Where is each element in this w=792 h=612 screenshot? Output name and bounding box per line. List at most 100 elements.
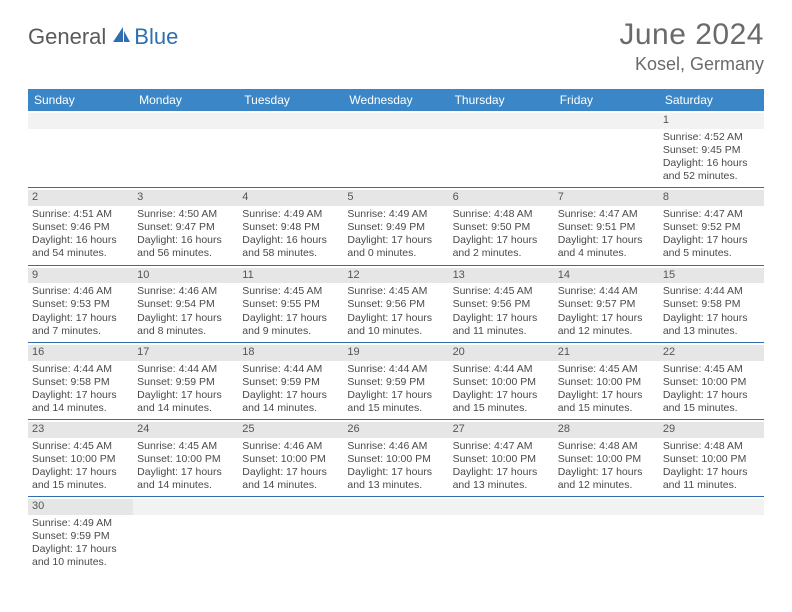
daylight-text: Daylight: 17 hours [347, 312, 444, 325]
sunrise-text: Sunrise: 4:46 AM [347, 440, 444, 453]
calendar-cell-empty [133, 111, 238, 188]
calendar-cell: 5Sunrise: 4:49 AMSunset: 9:49 PMDaylight… [343, 188, 448, 265]
daylight-text: and 13 minutes. [347, 479, 444, 492]
sunset-text: Sunset: 9:59 PM [32, 530, 129, 543]
sunset-text: Sunset: 9:52 PM [663, 221, 760, 234]
brand-logo: General Blue [28, 24, 178, 50]
sunset-text: Sunset: 10:00 PM [32, 453, 129, 466]
day-number [238, 499, 343, 515]
calendar-cell-empty [449, 111, 554, 188]
sunset-text: Sunset: 9:56 PM [347, 298, 444, 311]
daylight-text: and 4 minutes. [558, 247, 655, 260]
daylight-text: and 7 minutes. [32, 325, 129, 338]
sunrise-text: Sunrise: 4:49 AM [32, 517, 129, 530]
day-number: 17 [133, 345, 238, 361]
day-number: 16 [28, 345, 133, 361]
sunset-text: Sunset: 9:51 PM [558, 221, 655, 234]
daylight-text: and 12 minutes. [558, 325, 655, 338]
day-number: 11 [238, 268, 343, 284]
daylight-text: Daylight: 17 hours [453, 466, 550, 479]
calendar-table: SundayMondayTuesdayWednesdayThursdayFrid… [28, 89, 764, 574]
daylight-text: Daylight: 17 hours [347, 466, 444, 479]
weekday-header: Saturday [659, 89, 764, 111]
sunrise-text: Sunrise: 4:46 AM [242, 440, 339, 453]
calendar-week-row: 30Sunrise: 4:49 AMSunset: 9:59 PMDayligh… [28, 497, 764, 574]
sunrise-text: Sunrise: 4:48 AM [558, 440, 655, 453]
calendar-cell-empty [133, 497, 238, 574]
calendar-cell: 9Sunrise: 4:46 AMSunset: 9:53 PMDaylight… [28, 265, 133, 342]
weekday-header: Tuesday [238, 89, 343, 111]
daylight-text: Daylight: 17 hours [558, 234, 655, 247]
sunset-text: Sunset: 9:58 PM [32, 376, 129, 389]
sunrise-text: Sunrise: 4:45 AM [453, 285, 550, 298]
calendar-cell: 2Sunrise: 4:51 AMSunset: 9:46 PMDaylight… [28, 188, 133, 265]
day-number: 30 [28, 499, 133, 515]
calendar-cell: 11Sunrise: 4:45 AMSunset: 9:55 PMDayligh… [238, 265, 343, 342]
day-number: 1 [659, 113, 764, 129]
day-number: 19 [343, 345, 448, 361]
day-number: 20 [449, 345, 554, 361]
calendar-cell-empty [28, 111, 133, 188]
day-number [449, 113, 554, 129]
calendar-cell: 18Sunrise: 4:44 AMSunset: 9:59 PMDayligh… [238, 342, 343, 419]
sunset-text: Sunset: 9:56 PM [453, 298, 550, 311]
daylight-text: Daylight: 17 hours [558, 389, 655, 402]
daylight-text: and 0 minutes. [347, 247, 444, 260]
weekday-header: Monday [133, 89, 238, 111]
calendar-cell: 15Sunrise: 4:44 AMSunset: 9:58 PMDayligh… [659, 265, 764, 342]
daylight-text: Daylight: 17 hours [137, 312, 234, 325]
daylight-text: and 11 minutes. [453, 325, 550, 338]
calendar-cell: 28Sunrise: 4:48 AMSunset: 10:00 PMDaylig… [554, 420, 659, 497]
daylight-text: and 15 minutes. [663, 402, 760, 415]
day-number: 26 [343, 422, 448, 438]
day-number: 9 [28, 268, 133, 284]
daylight-text: and 11 minutes. [663, 479, 760, 492]
calendar-cell-empty [238, 497, 343, 574]
sunset-text: Sunset: 9:59 PM [347, 376, 444, 389]
daylight-text: Daylight: 16 hours [137, 234, 234, 247]
day-number: 6 [449, 190, 554, 206]
sunset-text: Sunset: 9:58 PM [663, 298, 760, 311]
calendar-week-row: 9Sunrise: 4:46 AMSunset: 9:53 PM Daylight… [28, 265, 764, 342]
brand-part2: Blue [134, 24, 178, 50]
daylight-text: Daylight: 17 hours [453, 389, 550, 402]
calendar-cell: 10Sunrise: 4:46 AMSunset: 9:54 PMDayligh… [133, 265, 238, 342]
sunset-text: Sunset: 9:53 PM [32, 298, 129, 311]
calendar-cell: 8Sunrise: 4:47 AMSunset: 9:52 PMDaylight… [659, 188, 764, 265]
calendar-cell-empty [659, 497, 764, 574]
calendar-cell: 13Sunrise: 4:45 AMSunset: 9:56 PMDayligh… [449, 265, 554, 342]
calendar-cell: 14Sunrise: 4:44 AMSunset: 9:57 PMDayligh… [554, 265, 659, 342]
daylight-text: and 15 minutes. [347, 402, 444, 415]
sunset-text: Sunset: 9:50 PM [453, 221, 550, 234]
daylight-text: Daylight: 17 hours [663, 466, 760, 479]
calendar-cell-empty [554, 497, 659, 574]
daylight-text: Daylight: 17 hours [242, 312, 339, 325]
sunset-text: Sunset: 10:00 PM [347, 453, 444, 466]
sunrise-text: Sunrise: 4:46 AM [32, 285, 129, 298]
sunrise-text: Sunrise: 4:48 AM [663, 440, 760, 453]
sunrise-text: Sunrise: 4:45 AM [347, 285, 444, 298]
day-number: 15 [659, 268, 764, 284]
sunrise-text: Sunrise: 4:45 AM [32, 440, 129, 453]
sunset-text: Sunset: 10:00 PM [558, 453, 655, 466]
calendar-cell: 17Sunrise: 4:44 AMSunset: 9:59 PMDayligh… [133, 342, 238, 419]
weekday-header: Thursday [449, 89, 554, 111]
weekday-header: Sunday [28, 89, 133, 111]
calendar-cell-empty [238, 111, 343, 188]
day-number [554, 113, 659, 129]
daylight-text: and 13 minutes. [453, 479, 550, 492]
calendar-week-row: 1Sunrise: 4:52 AMSunset: 9:45 PMDaylight… [28, 111, 764, 188]
calendar-cell: 19Sunrise: 4:44 AMSunset: 9:59 PMDayligh… [343, 342, 448, 419]
weekday-header: Friday [554, 89, 659, 111]
daylight-text: Daylight: 17 hours [347, 389, 444, 402]
daylight-text: and 2 minutes. [453, 247, 550, 260]
daylight-text: and 5 minutes. [663, 247, 760, 260]
sunrise-text: Sunrise: 4:45 AM [242, 285, 339, 298]
sunset-text: Sunset: 9:49 PM [347, 221, 444, 234]
daylight-text: Daylight: 16 hours [663, 157, 760, 170]
sunset-text: Sunset: 10:00 PM [242, 453, 339, 466]
sunrise-text: Sunrise: 4:44 AM [663, 285, 760, 298]
sunrise-text: Sunrise: 4:44 AM [32, 363, 129, 376]
calendar-week-row: 23Sunrise: 4:45 AMSunset: 10:00 PMDaylig… [28, 420, 764, 497]
daylight-text: and 15 minutes. [558, 402, 655, 415]
